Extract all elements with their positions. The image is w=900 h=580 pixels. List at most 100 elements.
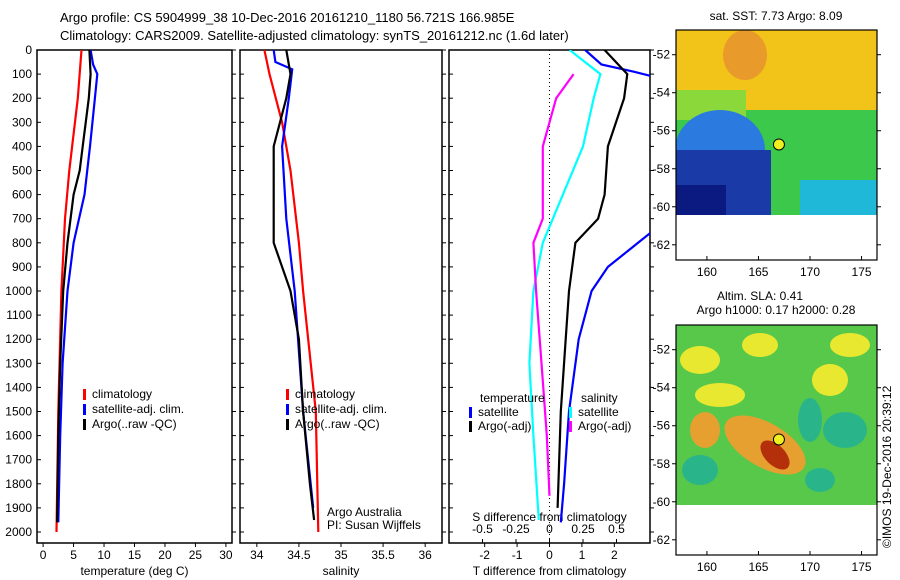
x-tick-label: 36 (418, 548, 432, 562)
legend-swatch (569, 407, 572, 418)
annotation-text: PI: Susan Wijffels (327, 518, 421, 532)
series-line-salinity-argo-adj- (532, 73, 575, 496)
x-tick-label: 1 (579, 548, 586, 562)
lat-tick-label: -62 (653, 238, 671, 252)
map-field (676, 325, 877, 505)
lat-tick-label: -56 (653, 419, 671, 433)
legend-swatch (569, 421, 572, 432)
map-title: sat. SST: 7.73 Argo: 8.09 (710, 9, 843, 23)
credit-text: ©IMOS 19-Dec-2016 20:39:12 (880, 385, 894, 548)
lon-tick-label: 170 (800, 560, 820, 574)
temperature-panel: 0100200300400500600700800900100011001200… (5, 43, 236, 578)
lat-tick-label: -54 (653, 86, 671, 100)
lon-tick-label: 170 (800, 265, 820, 279)
x2-tick-label: 0.5 (608, 522, 625, 536)
lon-tick-label: 160 (697, 265, 717, 279)
depth-tick-label: 1600 (5, 429, 32, 443)
depth-tick-label: 1800 (5, 477, 32, 491)
depth-tick-label: 400 (12, 139, 32, 153)
series-line-argo-raw-qc- (272, 50, 316, 521)
x2-tick-label: -0.5 (472, 522, 493, 536)
lon-tick-label: 175 (852, 560, 872, 574)
lat-tick-label: -58 (653, 457, 671, 471)
depth-tick-label: 100 (12, 67, 32, 81)
map-subtitle: Argo h1000: 0.17 h2000: 0.28 (697, 303, 856, 317)
lat-tick-label: -60 (653, 495, 671, 509)
depth-tick-label: 0 (25, 43, 32, 57)
legend-label: Argo(-adj) (478, 419, 531, 433)
map-title: Altim. SLA: 0.41 (717, 289, 803, 303)
depth-tick-label: 1300 (5, 356, 32, 370)
x-axis-label: T difference from climatology (473, 564, 627, 578)
legend-swatch (469, 407, 472, 418)
x-axis-label: temperature (deg C) (80, 564, 188, 578)
lon-tick-label: 160 (697, 560, 717, 574)
x-tick-label: 15 (128, 548, 142, 562)
series-line-salinity-satellite (528, 50, 602, 521)
legend-swatch (286, 419, 289, 430)
difference-panel: -2 -1 0 1 2 T difference from climatology -0.5… (448, 49, 654, 578)
x-tick-label: 30 (219, 548, 233, 562)
lon-tick-label: 165 (748, 265, 768, 279)
legend-label: Argo(..raw -QC) (92, 417, 177, 431)
legend-label: climatology (92, 387, 152, 401)
x-tick-label: 0 (40, 548, 47, 562)
x-tick-label: 35 (334, 548, 348, 562)
series-line-temperature-satellite (559, 232, 650, 523)
x2-tick-label: -0.25 (502, 522, 530, 536)
depth-tick-label: 1500 (5, 405, 32, 419)
legend-swatch (83, 389, 86, 400)
x-tick-label: 2 (611, 548, 618, 562)
lat-tick-label: -54 (653, 381, 671, 395)
x2-tick-label: 0 (546, 522, 553, 536)
depth-tick-label: 800 (12, 236, 32, 250)
depth-tick-label: 900 (12, 260, 32, 274)
depth-tick-label: 500 (12, 164, 32, 178)
x-tick-label: 10 (97, 548, 111, 562)
depth-tick-label: 200 (12, 91, 32, 105)
x-tick-label: -1 (512, 548, 523, 562)
depth-tick-label: 1700 (5, 453, 32, 467)
x-tick-label: 34 (250, 548, 264, 562)
series-line-satellite-adj-clim- (57, 50, 99, 523)
legend-label: satellite-adj. clim. (92, 402, 184, 416)
x2-tick-label: 0.25 (571, 522, 595, 536)
salinity-panel: 34 34.5 35 35.5 36 salinity climatologysatelli… (239, 49, 446, 578)
plot-frame (239, 49, 443, 544)
annotation-text: Argo Australia (327, 505, 402, 519)
lat-tick-label: -58 (653, 162, 671, 176)
legend-header-temperature: temperature (480, 391, 545, 405)
sst-map: 160 165 170 175 -52 -54 -56 -58 -60 -62 sat. SST: … (653, 9, 881, 279)
legend-label: satellite (578, 405, 619, 419)
legend-swatch (83, 404, 86, 415)
depth-tick-label: 300 (12, 115, 32, 129)
legend-swatch (469, 421, 472, 432)
lat-tick-label: -60 (653, 200, 671, 214)
legend-label: climatology (295, 387, 355, 401)
legend-label: Argo(-adj) (578, 419, 631, 433)
series-line-climatology (263, 50, 320, 533)
depth-tick-label: 1900 (5, 501, 32, 515)
series-line-temperature-argo-adj- (556, 50, 629, 508)
map-frame (675, 324, 878, 556)
lon-tick-label: 175 (852, 265, 872, 279)
x-tick-label: 0 (546, 548, 553, 562)
legend-label: satellite-adj. clim. (295, 402, 387, 416)
legend-label: satellite (478, 405, 519, 419)
lat-tick-label: -62 (653, 533, 671, 547)
legend-swatch (83, 419, 86, 430)
depth-tick-label: 1000 (5, 284, 32, 298)
x-tick-label: 25 (189, 548, 203, 562)
legend-label: Argo(..raw -QC) (295, 417, 380, 431)
depth-tick-label: 1400 (5, 380, 32, 394)
lon-tick-label: 165 (748, 560, 768, 574)
map-field (676, 30, 877, 215)
depth-tick-label: 2000 (5, 525, 32, 539)
x-tick-label: 35.5 (371, 548, 395, 562)
figure-title-line1: Argo profile: CS 5904999_38 10-Dec-2016 … (60, 10, 515, 25)
x-axis-label: salinity (323, 564, 360, 578)
legend-swatch (286, 404, 289, 415)
sla-map: 160 165 170 175 -52 -54 -56 -58 -60 -62 Altim. SLA… (653, 289, 881, 574)
series-line-temperature-satellite (584, 50, 650, 77)
map-frame (675, 29, 878, 261)
